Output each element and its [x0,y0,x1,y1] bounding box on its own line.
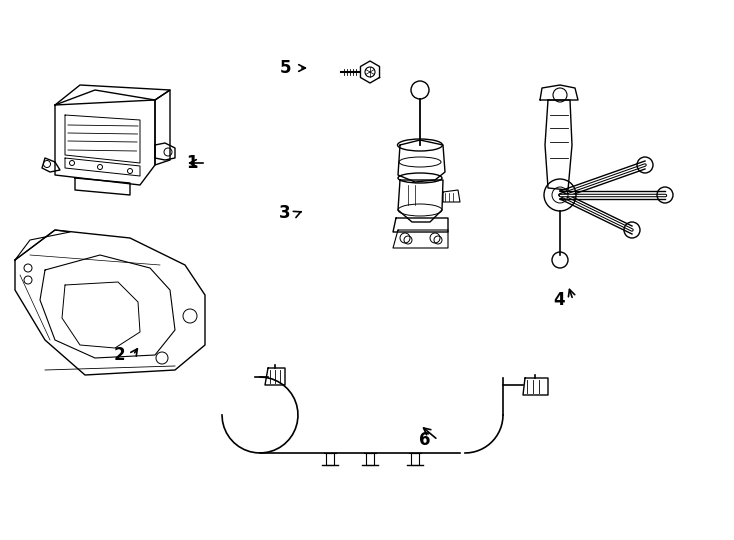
Text: 3: 3 [278,204,290,222]
Text: 1: 1 [186,154,198,172]
Text: 2: 2 [113,346,125,364]
Text: 4: 4 [553,291,565,309]
Text: 6: 6 [418,431,430,449]
Text: 5: 5 [280,59,291,77]
